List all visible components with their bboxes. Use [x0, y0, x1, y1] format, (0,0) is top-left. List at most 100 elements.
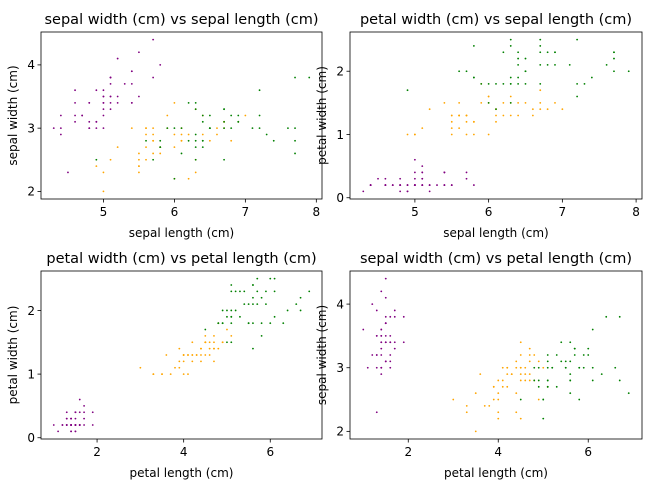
point-virginica [517, 77, 519, 79]
x-tick-label: 5 [411, 205, 419, 219]
point-virginica [226, 310, 228, 312]
point-setosa [362, 329, 364, 331]
point-versicolor [479, 373, 481, 375]
x-tick-label: 7 [559, 205, 567, 219]
point-versicolor [183, 373, 185, 375]
y-tick-label: 1 [27, 367, 35, 381]
point-virginica [578, 367, 580, 369]
point-versicolor [520, 373, 522, 375]
y-axis-label: petal width (cm) [315, 66, 329, 165]
point-setosa [394, 310, 396, 312]
point-virginica [576, 96, 578, 98]
point-setosa [362, 191, 364, 193]
point-versicolor [188, 178, 190, 180]
point-virginica [261, 322, 263, 324]
point-setosa [371, 354, 373, 356]
point-virginica [525, 58, 527, 60]
point-versicolor [414, 134, 416, 136]
point-setosa [399, 184, 401, 186]
point-versicolor [502, 380, 504, 382]
point-virginica [539, 45, 541, 47]
point-versicolor [138, 159, 140, 161]
point-setosa [88, 102, 90, 104]
point-setosa [138, 51, 140, 53]
point-setosa [117, 102, 119, 104]
point-setosa [367, 367, 369, 369]
point-virginica [466, 70, 468, 72]
point-virginica [166, 127, 168, 129]
point-versicolor [517, 102, 519, 104]
point-setosa [399, 178, 401, 180]
point-virginica [510, 45, 512, 47]
point-virginica [569, 373, 571, 375]
point-setosa [75, 418, 77, 420]
point-setosa [88, 127, 90, 129]
point-virginica [606, 64, 608, 66]
point-setosa [81, 115, 83, 117]
y-tick-label: 2 [27, 185, 35, 199]
point-versicolor [466, 134, 468, 136]
point-setosa [131, 102, 133, 104]
point-virginica [480, 83, 482, 85]
point-virginica [308, 77, 310, 79]
point-versicolor [181, 140, 183, 142]
point-versicolor [138, 165, 140, 167]
point-versicolor [110, 159, 112, 161]
y-tick-label: 1 [336, 128, 344, 142]
point-versicolor [538, 399, 540, 401]
point-virginica [584, 83, 586, 85]
point-versicolor [451, 127, 453, 129]
point-versicolor [488, 134, 490, 136]
point-setosa [407, 184, 409, 186]
point-setosa [83, 418, 85, 420]
point-virginica [259, 127, 261, 129]
point-versicolor [152, 134, 154, 136]
point-setosa [421, 178, 423, 180]
point-versicolor [216, 134, 218, 136]
point-setosa [110, 83, 112, 85]
point-virginica [458, 70, 460, 72]
point-setosa [380, 341, 382, 343]
scatter-points [362, 39, 629, 193]
point-versicolor [475, 430, 477, 432]
point-virginica [565, 360, 567, 362]
point-virginica [261, 335, 263, 337]
scatter-points [362, 278, 629, 433]
point-virginica [202, 115, 204, 117]
point-setosa [124, 83, 126, 85]
point-versicolor [506, 386, 508, 388]
y-tick-label: 4 [336, 297, 344, 311]
point-virginica [547, 380, 549, 382]
point-setosa [95, 121, 97, 123]
point-virginica [226, 341, 228, 343]
point-versicolor [473, 134, 475, 136]
y-tick-label: 4 [27, 58, 35, 72]
point-setosa [389, 341, 391, 343]
x-tick-label: 6 [266, 445, 274, 459]
point-versicolor [191, 354, 193, 356]
point-virginica [613, 70, 615, 72]
point-versicolor [561, 108, 563, 110]
point-virginica [547, 386, 549, 388]
point-setosa [74, 115, 76, 117]
x-axis-label: petal length (cm) [444, 466, 548, 480]
point-versicolor [511, 373, 513, 375]
point-virginica [294, 140, 296, 142]
point-versicolor [539, 89, 541, 91]
y-tick-label: 0 [336, 191, 344, 205]
point-virginica [159, 140, 161, 142]
point-virginica [510, 102, 512, 104]
point-setosa [385, 335, 387, 337]
point-versicolor [520, 418, 522, 420]
point-virginica [204, 329, 206, 331]
point-versicolor [532, 115, 534, 117]
point-versicolor [209, 354, 211, 356]
point-virginica [407, 89, 409, 91]
point-versicolor [497, 411, 499, 413]
point-versicolor [529, 373, 531, 375]
point-setosa [103, 127, 105, 129]
point-setosa [110, 96, 112, 98]
point-versicolor [495, 115, 497, 117]
point-setosa [66, 418, 68, 420]
point-virginica [274, 316, 276, 318]
